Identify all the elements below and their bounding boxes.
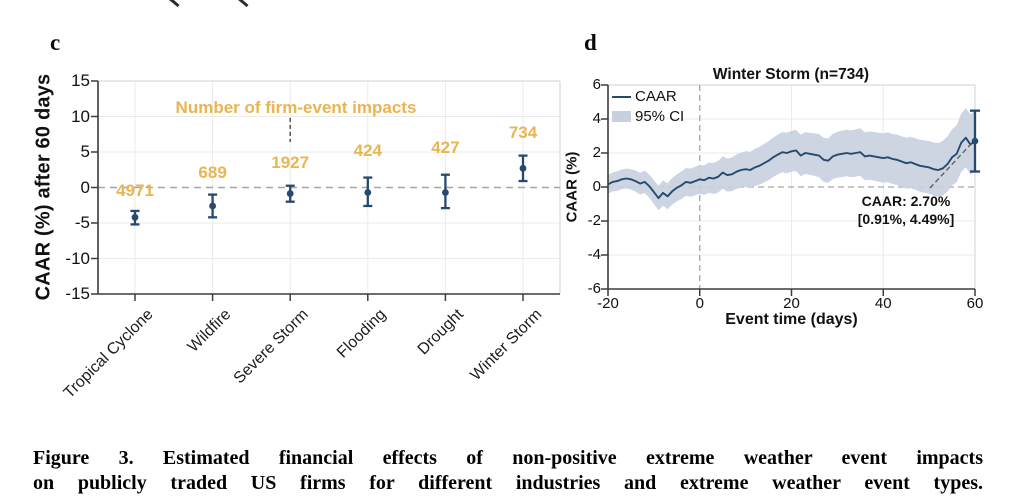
x-tick-label: 60 [966,295,984,312]
panel-d-letter: d [584,30,597,55]
endpoint-marker [971,137,979,145]
x-tick-label: -20 [597,295,619,312]
legend-row-caar: CAAR [612,88,684,105]
y-tick-label: 15 [71,71,90,90]
figure-caption: Figure 3. Estimated financial effects of… [33,446,983,496]
firm-event-count-label: 4971 [116,181,154,201]
figure-3-charts [91,80,980,301]
ci-band-swatch [612,111,631,122]
caar-point-marker [131,213,139,221]
caar-point-marker [364,189,372,196]
y-tick-label: 0 [592,178,601,195]
panel-d-x-axis-label: Event time (days) [725,311,858,328]
caar-annotation-value: CAAR: 2.70% [861,193,951,209]
firm-event-count-label: 424 [353,141,382,161]
caar-point-marker [286,190,294,197]
firm-event-count-label: 1927 [271,153,310,173]
y-tick-label: -2 [587,212,601,229]
caar-point-marker [519,164,527,172]
x-tick-label: 20 [783,295,800,312]
legend-row-ci: 95% CI [612,108,684,125]
caption-line-1: Figure 3. Estimated financial effects of… [33,447,983,469]
caption-line-2: on publicly traded US firms for differen… [33,472,983,494]
y-tick-label: 0 [80,177,90,197]
x-tick-label: 40 [874,295,892,312]
panel-c-letter: c [50,30,61,55]
firm-event-count-label: 734 [508,122,538,142]
legend-ci-label: 95% CI [635,108,685,125]
y-tick-label: 6 [592,76,601,93]
caar-line [607,136,976,200]
caar-annotation-ci: [0.91%, 4.49%] [857,211,955,227]
y-tick-label: 10 [71,106,90,126]
y-tick-label: -5 [74,213,90,232]
caar-line-swatch [612,95,631,98]
ci-band [608,108,975,211]
y-tick-label: -15 [65,284,90,303]
y-tick-label: 2 [592,144,601,161]
y-tick-label: -6 [587,280,601,297]
y-tick-label: 5 [80,142,90,161]
panel-d-legend: CAAR 95% CI [612,88,684,125]
x-tick-label: 0 [695,295,704,312]
firm-event-count-label: 689 [198,162,227,182]
firm-event-count-label: 427 [431,137,460,157]
y-tick-label: -10 [65,248,90,268]
legend-caar-label: CAAR [635,88,677,105]
caar-point-marker [209,202,217,210]
caar-point-marker [442,189,449,196]
annotation-pointer-line [929,143,972,189]
panel-d-caar-annotation: CAAR: 2.70% [0.91%, 4.49%] [786,192,1024,228]
y-tick-label: 4 [592,110,601,127]
firm-event-impacts-annotation: Number of firm-event impacts [175,98,417,117]
y-tick-label: -4 [587,246,601,263]
panel-d-title: Winter Storm (n=734) [712,66,870,83]
